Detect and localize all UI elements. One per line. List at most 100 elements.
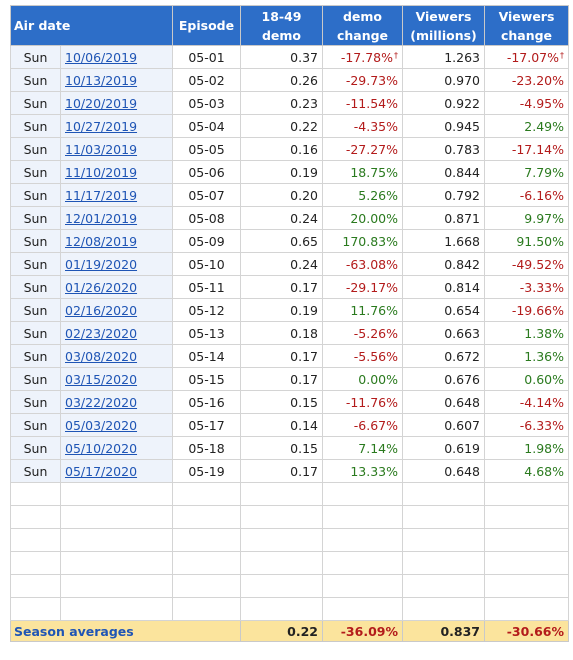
demo-change-cell: 5.26% [322,183,403,207]
demo-change-value: -6.67% [353,417,398,433]
empty-cell [60,505,173,529]
table-row: Sun 11/17/2019 05-07 0.20 5.26% 0.792 -6.16% [10,183,569,207]
day-cell: Sun [10,160,61,184]
episode-cell: 05-03 [172,91,241,115]
table-row: Sun 01/26/2020 05-11 0.17 -29.17% 0.814 -3.33% [10,275,569,299]
air-date-link[interactable]: 05/17/2020 [65,463,138,479]
air-date-link[interactable]: 11/17/2019 [65,187,138,203]
air-date-link[interactable]: 02/23/2020 [65,325,138,341]
empty-cell [484,597,569,621]
demo-cell: 0.15 [240,436,323,460]
viewers-cell: 0.676 [402,367,485,391]
air-date-link[interactable]: 05/03/2020 [65,417,138,433]
air-date-link[interactable]: 03/08/2020 [65,348,138,364]
demo-change-cell: -5.56% [322,344,403,368]
episode-cell: 05-19 [172,459,241,483]
air-date-link[interactable]: 10/20/2019 [65,95,138,111]
air-date-link[interactable]: 01/26/2020 [65,279,138,295]
empty-row [10,574,569,598]
empty-cell [322,505,403,529]
air-date-link[interactable]: 11/03/2019 [65,141,138,157]
viewers-change-value: 91.50% [516,233,564,249]
demo-change-value: -4.35% [353,118,398,134]
demo-cell: 0.19 [240,298,323,322]
episode-cell: 05-08 [172,206,241,230]
empty-row [10,482,569,506]
air-date-link[interactable]: 03/15/2020 [65,371,138,387]
demo-cell: 0.14 [240,413,323,437]
empty-cell [240,551,323,575]
air-date-link[interactable]: 05/10/2020 [65,440,138,456]
air-date-link[interactable]: 11/10/2019 [65,164,138,180]
header-viewers: Viewers (millions) [402,5,485,46]
air-date-link[interactable]: 10/27/2019 [65,118,138,134]
episode-cell: 05-13 [172,321,241,345]
episode-cell: 05-12 [172,298,241,322]
air-date-link[interactable]: 10/06/2019 [65,49,138,65]
table-row: Sun 10/06/2019 05-01 0.37 -17.78%† 1.263 -17.0… [10,45,569,69]
demo-change-cell: 18.75% [322,160,403,184]
episode-cell: 05-10 [172,252,241,276]
demo-change-cell: -29.17% [322,275,403,299]
date-cell: 11/03/2019 [60,137,173,161]
air-date-link[interactable]: 03/22/2020 [65,394,138,410]
empty-cell [10,505,61,529]
day-cell: Sun [10,413,61,437]
header-demo-change: demo change [322,5,403,46]
viewers-change-value: -6.33% [519,417,564,433]
empty-cell [60,528,173,552]
air-date-link[interactable]: 10/13/2019 [65,72,138,88]
date-cell: 12/08/2019 [60,229,173,253]
empty-cell [10,551,61,575]
empty-cell [240,505,323,529]
demo-change-cell: -17.78%† [322,45,403,69]
date-cell: 02/16/2020 [60,298,173,322]
empty-cell [172,482,241,506]
empty-cell [484,551,569,575]
date-cell: 12/01/2019 [60,206,173,230]
air-date-link[interactable]: 12/01/2019 [65,210,138,226]
viewers-change-cell: 1.38% [484,321,569,345]
viewers-change-cell: 1.36% [484,344,569,368]
empty-cell [240,574,323,598]
viewers-cell: 0.607 [402,413,485,437]
demo-cell: 0.15 [240,390,323,414]
demo-change-cell: -29.73% [322,68,403,92]
day-cell: Sun [10,321,61,345]
demo-change-value: 13.33% [350,463,398,479]
viewers-change-cell: -17.14% [484,137,569,161]
empty-cell [240,482,323,506]
episode-cell: 05-01 [172,45,241,69]
viewers-change-value: 4.68% [524,463,564,479]
demo-cell: 0.24 [240,206,323,230]
demo-change-cell: -63.08% [322,252,403,276]
viewers-cell: 0.648 [402,390,485,414]
air-date-link[interactable]: 02/16/2020 [65,302,138,318]
averages-demo: 0.22 [240,620,323,642]
table-row: Sun 10/27/2019 05-04 0.22 -4.35% 0.945 2.49% [10,114,569,138]
viewers-change-cell: -4.14% [484,390,569,414]
empty-cell [322,574,403,598]
empty-cell [240,528,323,552]
viewers-cell: 0.922 [402,91,485,115]
air-date-link[interactable]: 12/08/2019 [65,233,138,249]
viewers-change-value: -6.16% [519,187,564,203]
episode-cell: 05-05 [172,137,241,161]
header-row: Air date Episode 18-49 demo demo change Vi… [10,5,569,46]
viewers-cell: 1.263 [402,45,485,69]
empty-cell [240,597,323,621]
day-cell: Sun [10,367,61,391]
averages-viewers-change: -30.66% [484,620,569,642]
demo-change-cell: -11.54% [322,91,403,115]
date-cell: 03/15/2020 [60,367,173,391]
empty-cell [322,597,403,621]
dagger-mark: † [394,50,398,60]
day-cell: Sun [10,68,61,92]
viewers-change-value: 1.98% [524,440,564,456]
air-date-link[interactable]: 01/19/2020 [65,256,138,272]
demo-change-value: -63.08% [345,256,398,272]
table-row: Sun 12/01/2019 05-08 0.24 20.00% 0.871 9.97% [10,206,569,230]
day-cell: Sun [10,344,61,368]
table-row: Sun 12/08/2019 05-09 0.65 170.83% 1.668 91.50% [10,229,569,253]
demo-change-value: 18.75% [350,164,398,180]
